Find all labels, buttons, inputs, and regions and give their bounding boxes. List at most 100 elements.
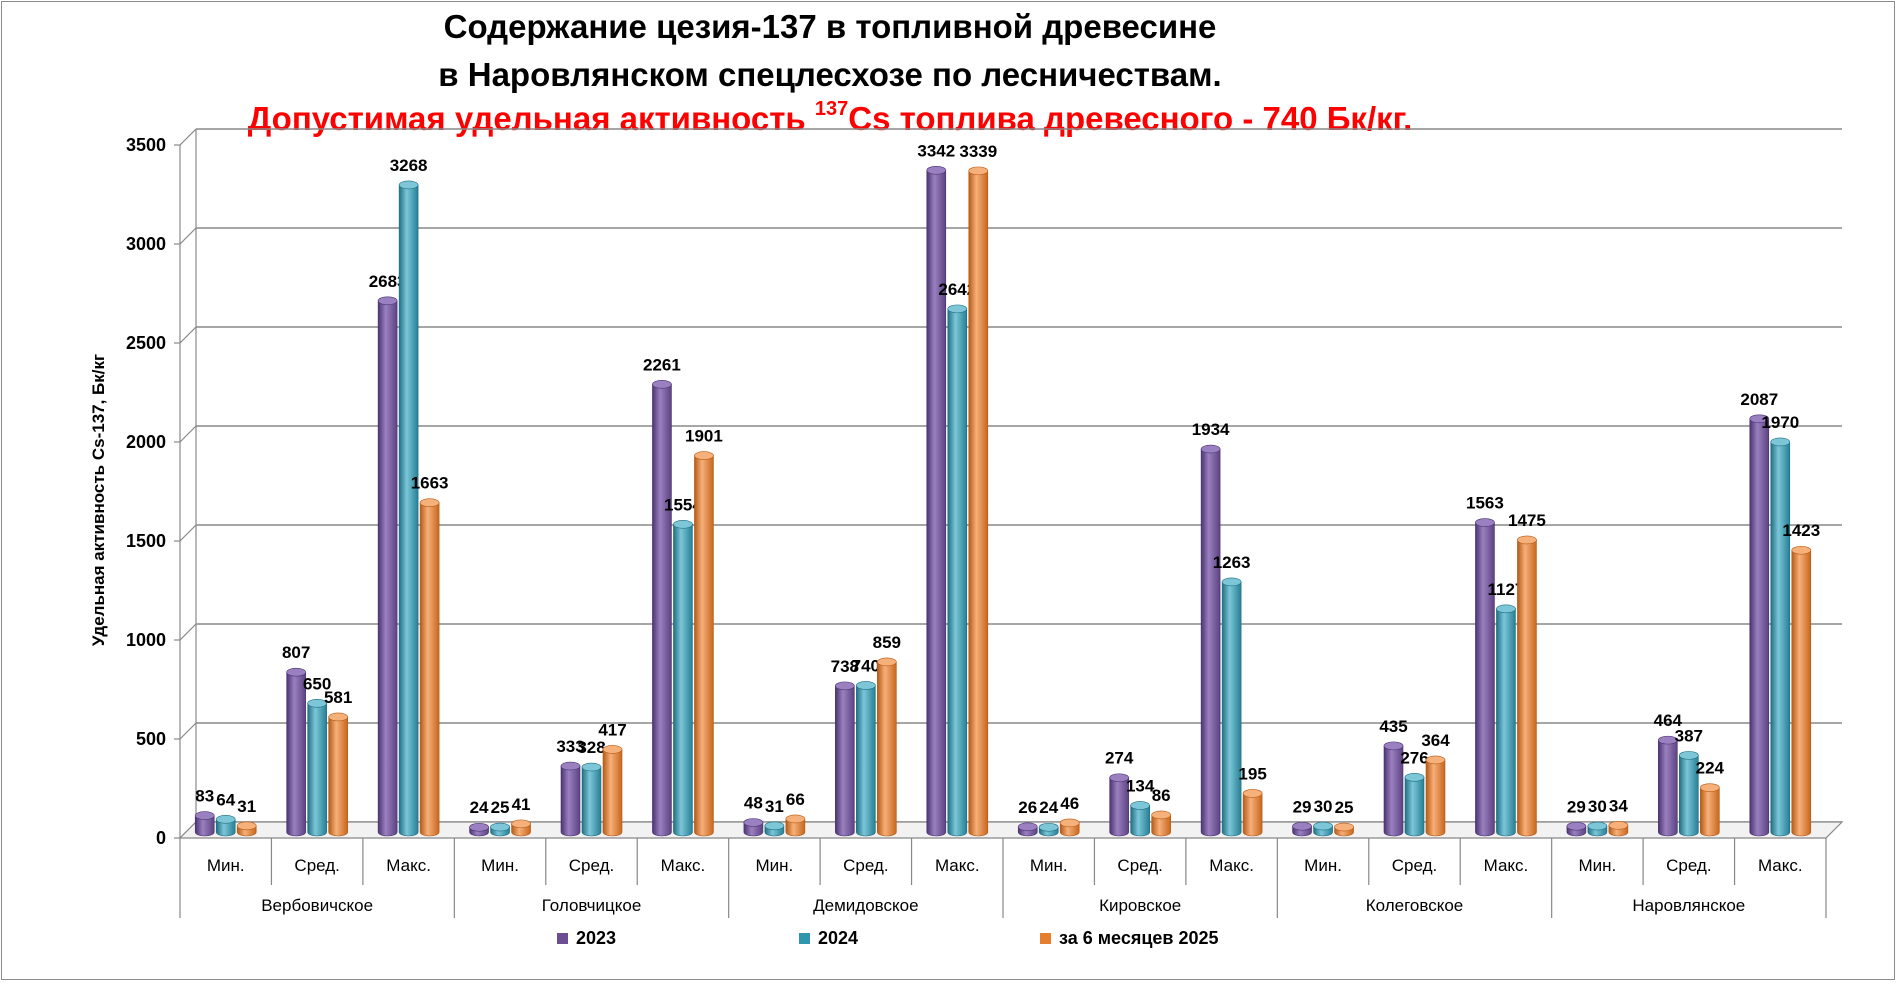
y-tick-label: 2500 (126, 333, 166, 353)
data-label: 1263 (1213, 553, 1251, 572)
bar (377, 300, 398, 837)
bar (307, 703, 327, 837)
bar (694, 455, 714, 837)
data-label: 26 (1018, 798, 1037, 817)
bar-top (1496, 604, 1516, 614)
gridline-depth (179, 623, 197, 641)
bar-top (1200, 444, 1221, 454)
bar-top (398, 180, 419, 190)
category-tick-label: Сред. (569, 856, 614, 875)
category-tick-label: Сред. (843, 856, 888, 875)
subtitle-suffix: Cs топлива древесного - 740 Бк/кг. (848, 100, 1413, 137)
bar-top (1517, 535, 1537, 545)
bar (602, 749, 623, 837)
data-label: 31 (765, 797, 784, 816)
data-label: 41 (512, 795, 531, 814)
bar (1791, 549, 1812, 837)
data-label: 1127 (1487, 580, 1524, 599)
bar-top (215, 815, 236, 824)
bar (673, 524, 693, 837)
bar (1425, 759, 1446, 837)
bar-top (743, 818, 764, 827)
bar-top (1130, 801, 1150, 810)
bar-top (419, 498, 440, 508)
category-tick-label: Мин. (1578, 856, 1616, 875)
data-label: 25 (1335, 798, 1354, 817)
legend-item-2024: 2024 (799, 928, 858, 949)
bar (560, 765, 581, 837)
data-label: 195 (1238, 764, 1266, 783)
category-tick-label: Мин. (755, 856, 793, 875)
y-tick-label: 1500 (126, 531, 166, 551)
legend-item-2025: за 6 месяцев 2025 (1040, 928, 1219, 949)
bar-top (1475, 518, 1495, 527)
bar (194, 815, 215, 837)
bar (1200, 448, 1221, 837)
bar (1700, 787, 1720, 837)
group-label: Головчицкое (542, 896, 642, 915)
data-label: 66 (786, 790, 805, 809)
data-label: 34 (1609, 796, 1628, 815)
data-label: 1423 (1782, 521, 1820, 540)
category-tick-label: Макс. (661, 856, 706, 875)
bar (1475, 522, 1495, 837)
data-label: 1663 (411, 474, 449, 493)
bar (1109, 777, 1129, 837)
category-tick-label: Макс. (386, 856, 431, 875)
data-label: 31 (237, 797, 256, 816)
bar (1496, 608, 1516, 837)
bar (785, 818, 806, 837)
bar-top (785, 814, 806, 824)
bar-top (490, 822, 510, 832)
bar-top (1242, 789, 1263, 798)
bar-top (1383, 741, 1404, 751)
y-tick-label: 3500 (126, 135, 166, 155)
y-tick-label: 0 (156, 828, 166, 848)
bar (1383, 745, 1404, 837)
bar-top (1404, 773, 1425, 782)
category-tick-label: Макс. (1484, 856, 1529, 875)
data-label: 859 (873, 633, 901, 652)
bar-top (511, 819, 531, 829)
data-label: 1901 (685, 427, 723, 446)
bar-top (694, 451, 714, 460)
bar-top (1334, 822, 1354, 832)
data-label: 64 (216, 790, 235, 809)
category-tick-label: Макс. (1758, 856, 1803, 875)
bar-top (673, 520, 693, 529)
y-tick-label: 1000 (126, 630, 166, 650)
gridline-depth (179, 722, 197, 740)
bar-top (1700, 783, 1720, 792)
chart-title-line2: в Наровлянском спецлесхозе по лесничеств… (438, 56, 1222, 93)
data-label: 1970 (1761, 413, 1799, 432)
group-label: Наровлянское (1632, 896, 1745, 915)
category-tick-label: Мин. (1030, 856, 1068, 875)
data-label: 364 (1421, 731, 1450, 750)
bar-top (236, 821, 257, 831)
bar (652, 384, 672, 837)
bar (1770, 441, 1791, 837)
bar (398, 184, 419, 837)
bar-top (602, 745, 623, 754)
bar-top (328, 712, 348, 722)
bar-top (1791, 545, 1812, 555)
legend-swatch-2025 (1040, 933, 1051, 944)
bar-top (1109, 773, 1129, 783)
bar-top (1292, 821, 1312, 831)
bar (856, 685, 876, 837)
subtitle-prefix: Допустимая удельная активность (247, 100, 815, 137)
gridline-depth (179, 326, 197, 344)
data-label: 2087 (1740, 390, 1778, 409)
chart-title-line1: Содержание цезия-137 в топливной древеси… (443, 8, 1217, 45)
bar-top (469, 822, 489, 832)
data-label: 29 (1293, 797, 1312, 816)
legend-item-2023: 2023 (557, 928, 616, 949)
bar-top (286, 667, 306, 677)
data-label: 48 (744, 793, 763, 812)
data-label: 134 (1126, 776, 1155, 795)
bar (1130, 805, 1150, 837)
bar-top (1017, 822, 1038, 832)
bar-top (1749, 414, 1770, 424)
legend-label-2024: 2024 (818, 928, 859, 948)
